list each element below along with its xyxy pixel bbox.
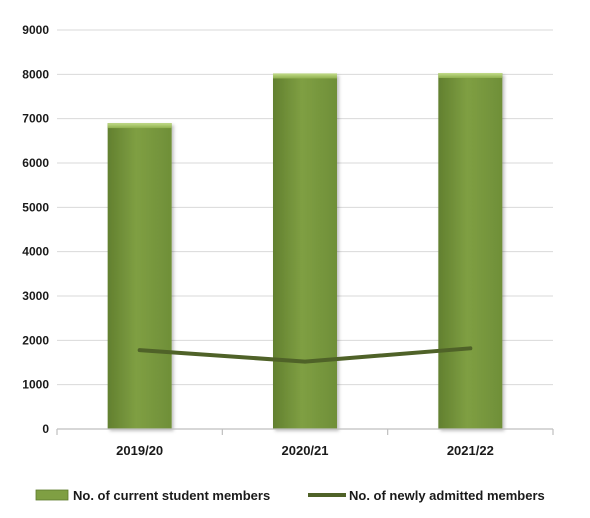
y-tick-label: 6000 (22, 156, 49, 170)
y-tick-label: 8000 (22, 67, 49, 81)
line-series (137, 346, 473, 364)
bar (273, 73, 337, 430)
y-tick-label: 0 (42, 422, 49, 436)
x-tick-label: 2019/20 (116, 443, 163, 458)
bar (438, 73, 503, 430)
y-tick-label: 2000 (22, 333, 49, 347)
y-tick-label: 3000 (22, 289, 49, 303)
bar-body (107, 123, 172, 429)
bar (107, 123, 172, 429)
bar-body (438, 73, 503, 430)
bar-top (273, 73, 337, 79)
line-point (468, 346, 472, 350)
y-tick-label: 1000 (22, 378, 49, 392)
legend-swatch-bars (35, 489, 69, 501)
bar-series (107, 73, 503, 430)
bar-body (273, 73, 337, 430)
y-tick-label: 7000 (22, 112, 49, 126)
y-tick-label: 9000 (22, 23, 49, 37)
x-axis: 2019/20 2020/21 2021/22 (56, 428, 554, 458)
legend: No. of current student members No. of new… (35, 488, 545, 503)
line-point (303, 360, 307, 364)
x-tick-label: 2021/22 (447, 443, 494, 458)
bar-top (107, 123, 172, 129)
bar-top (438, 73, 503, 79)
y-axis: 0 1000 2000 3000 4000 5000 6000 7000 8000 9000 (22, 23, 49, 436)
legend-label-bars: No. of current student members (73, 488, 270, 503)
legend-label-line: No. of newly admitted members (349, 488, 545, 503)
line-point (138, 348, 142, 352)
x-tick-label: 2020/21 (282, 443, 329, 458)
y-tick-label: 4000 (22, 245, 49, 259)
y-tick-label: 5000 (22, 200, 49, 214)
